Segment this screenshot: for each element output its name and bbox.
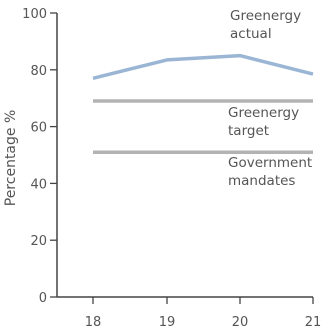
y-tick-label: 40 xyxy=(30,177,47,192)
x-tick-label: 18 xyxy=(85,315,102,327)
y-tick-label: 20 xyxy=(30,234,47,249)
series-label-line: actual xyxy=(230,26,272,42)
y-tick-label: 100 xyxy=(22,7,47,22)
y-axis-title: Percentage % xyxy=(3,110,19,207)
x-tick-label: 21 xyxy=(305,315,322,327)
y-tick-label: 60 xyxy=(30,121,47,136)
series-label-line: Government xyxy=(228,155,312,171)
series-label-line: Greenergy xyxy=(228,105,299,121)
series-line-actual xyxy=(92,53,314,80)
axes: 0 20 40 60 80 100 18 19 20 21 xyxy=(22,7,321,327)
x-tick-label: 20 xyxy=(232,315,249,327)
series-label-line: mandates xyxy=(228,173,295,189)
series-labels: Greenergy actual Greenergy target Government… xyxy=(228,8,312,189)
y-tick-label: 80 xyxy=(30,64,47,79)
series-label-line: Greenergy xyxy=(230,8,301,24)
y-tick-label: 0 xyxy=(39,291,47,306)
series-label-mandates: Government mandates xyxy=(228,155,312,189)
series-label-actual: Greenergy actual xyxy=(230,8,301,42)
series-label-target: Greenergy target xyxy=(228,105,299,139)
series-group xyxy=(92,53,314,154)
x-tick-label: 19 xyxy=(159,315,176,327)
series-label-line: target xyxy=(228,123,269,139)
